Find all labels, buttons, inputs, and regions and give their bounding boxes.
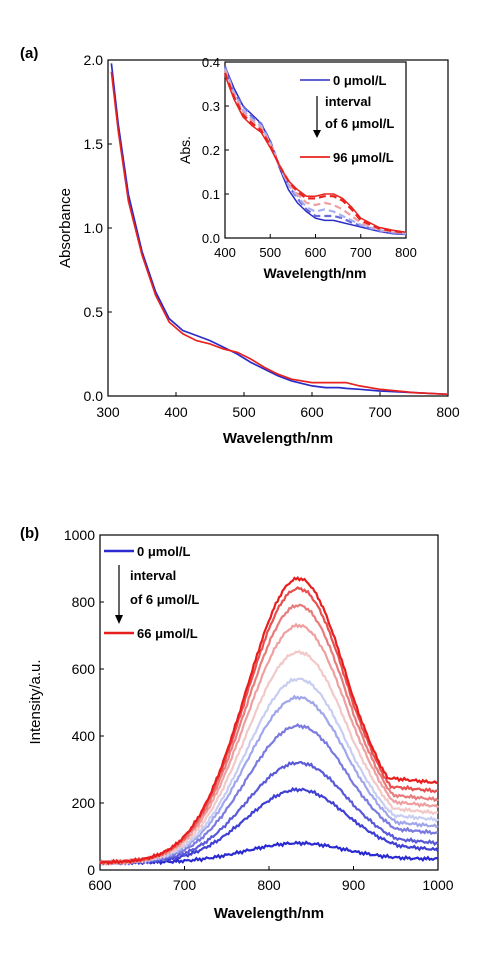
y-tick-label: 0.0	[202, 231, 220, 246]
inset-legend-first-label: 0 μmol/L	[333, 73, 387, 88]
panel-b-legend-interval-line2: of 6 μmol/L	[130, 592, 199, 607]
y-tick-label: 0.1	[202, 187, 220, 202]
panel-b-x-ticks: 600 700 800 900 1000	[88, 866, 454, 893]
x-tick-label: 400	[214, 245, 236, 260]
x-tick-label: 300	[96, 404, 120, 420]
inset-y-ticks: 0.0 0.1 0.2 0.3 0.4	[202, 55, 229, 246]
x-tick-label: 1000	[422, 877, 453, 893]
panel-a-x-ticks: 300 400 500 600 700 800	[96, 392, 460, 420]
panel-b-series-line-7	[99, 622, 439, 866]
panel-b-y-axis-label: Intensity/a.u.	[27, 659, 44, 744]
panel-a-x-axis-label: Wavelength/nm	[223, 430, 333, 447]
panel-b-legend-arrow-head	[115, 615, 123, 624]
inset-y-axis-label: Abs.	[177, 136, 193, 164]
panel-a-y-axis-label: Absorbance	[57, 188, 74, 268]
panel-b-series-line-10	[99, 576, 439, 866]
panel-a-series-line-1	[110, 71, 449, 396]
x-tick-label: 700	[350, 245, 372, 260]
panel-a: (a) 0.0 0.5 1.0 1.5 2.0 300 400 500 600 700 800 W…	[20, 45, 460, 447]
x-tick-label: 600	[300, 404, 324, 420]
x-tick-label: 800	[257, 877, 281, 893]
inset-series-line-3	[223, 70, 407, 235]
inset-legend-interval-line2: of 6 μmol/L	[325, 116, 394, 131]
y-tick-label: 0.4	[202, 55, 220, 70]
panel-b-y-ticks: 0 200 400 600 800 1000	[64, 527, 104, 878]
inset-x-axis-label: Wavelength/nm	[264, 265, 367, 281]
panel-b-series-line-8	[99, 603, 439, 866]
panel-a-inset: 0.0 0.1 0.2 0.3 0.4 400 500 600 700 800 Waveleng…	[177, 55, 417, 281]
y-tick-label: 1.5	[84, 136, 104, 152]
panel-a-y-ticks: 0.0 0.5 1.0 1.5 2.0	[84, 52, 112, 404]
panel-b-legend-first-label: 0 μmol/L	[137, 544, 191, 559]
x-tick-label: 900	[342, 877, 366, 893]
y-tick-label: 0.5	[84, 304, 104, 320]
x-tick-label: 600	[305, 245, 327, 260]
panel-a-series-line-0	[110, 63, 449, 396]
x-tick-label: 400	[164, 404, 188, 420]
panel-b-label: (b)	[20, 525, 39, 542]
panel-b-legend: 0 μmol/L interval of 6 μmol/L 66 μmol/L	[104, 544, 199, 641]
x-tick-label: 500	[259, 245, 281, 260]
panel-b-series	[99, 576, 439, 866]
panel-b-legend-last-label: 66 μmol/L	[137, 626, 198, 641]
panel-b-legend-interval-line1: interval	[130, 568, 176, 583]
y-tick-label: 800	[72, 594, 96, 610]
inset-x-ticks: 400 500 600 700 800	[214, 234, 417, 260]
x-tick-label: 800	[395, 245, 417, 260]
inset-series	[223, 66, 407, 236]
inset-legend-last-label: 96 μmol/L	[333, 150, 394, 165]
inset-legend: 0 μmol/L interval of 6 μmol/L 96 μmol/L	[300, 73, 394, 165]
x-tick-label: 600	[88, 877, 112, 893]
y-tick-label: 400	[72, 728, 96, 744]
x-tick-label: 500	[232, 404, 256, 420]
y-tick-label: 600	[72, 661, 96, 677]
inset-series-line-0	[224, 66, 407, 236]
y-tick-label: 1000	[64, 527, 95, 543]
inset-series-line-5	[224, 74, 407, 234]
y-tick-label: 0.0	[84, 388, 104, 404]
panel-a-label: (a)	[20, 45, 38, 62]
panel-a-series	[110, 63, 449, 396]
x-tick-label: 800	[436, 404, 460, 420]
inset-series-line-4	[223, 72, 407, 234]
y-tick-label: 2.0	[84, 52, 104, 68]
y-tick-label: 1.0	[84, 220, 104, 236]
y-tick-label: 200	[72, 795, 96, 811]
y-tick-label: 0.2	[202, 143, 220, 158]
panel-b-x-axis-label: Wavelength/nm	[214, 905, 324, 922]
panel-b: (b) 0 200 400 600 800 1000 600 700 800 900 1000 W…	[20, 525, 454, 922]
x-tick-label: 700	[368, 404, 392, 420]
inset-series-line-2	[223, 68, 407, 235]
inset-legend-interval-line1: interval	[325, 94, 371, 109]
y-tick-label: 0.3	[202, 99, 220, 114]
panel-b-series-line-5	[99, 677, 439, 866]
inset-legend-arrow-head	[313, 130, 321, 138]
x-tick-label: 700	[173, 877, 197, 893]
panel-b-series-line-6	[99, 649, 439, 866]
y-tick-label: 0	[87, 862, 95, 878]
panel-b-plot-frame	[99, 534, 439, 871]
